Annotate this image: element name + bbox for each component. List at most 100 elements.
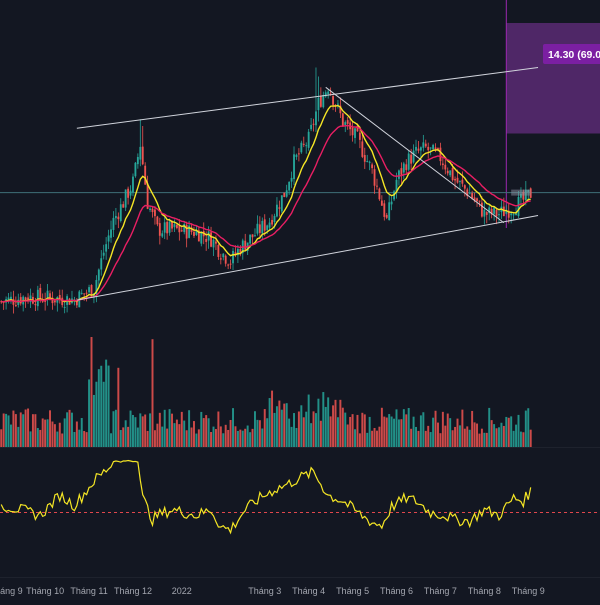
candle-body	[63, 306, 66, 308]
volume-bar	[273, 412, 276, 447]
volume-bar	[112, 411, 115, 447]
candle-body	[480, 202, 483, 217]
candle-body	[463, 185, 466, 189]
volume-bar	[71, 412, 73, 447]
candle-body	[273, 215, 276, 223]
volume-bar	[371, 430, 374, 447]
candle-body	[261, 220, 264, 234]
candle-body	[163, 222, 166, 233]
volume-bar	[17, 426, 20, 447]
candle-body	[424, 143, 427, 147]
candle-body	[107, 235, 110, 242]
candle-body	[390, 201, 393, 205]
volume-bar	[427, 425, 430, 447]
volume-bar	[34, 414, 37, 447]
volume-bar	[156, 423, 159, 447]
volume-bar	[246, 425, 249, 447]
volume-bar	[349, 416, 352, 447]
volume-bar	[300, 405, 303, 447]
candle-body	[224, 255, 227, 264]
candle-body	[283, 192, 286, 198]
volume-bar	[500, 422, 503, 447]
volume-bar	[0, 429, 3, 447]
candle-body	[422, 142, 425, 148]
candle-body	[520, 193, 522, 198]
volume-bar	[90, 337, 93, 447]
volume-bar	[195, 433, 198, 447]
volume-bar	[322, 392, 325, 447]
volume-bar	[285, 403, 288, 447]
volume-bar	[388, 414, 391, 447]
range-badge: 14.30 (69.07%)	[543, 44, 600, 64]
candle-body	[454, 178, 456, 181]
candle-body	[278, 207, 281, 209]
x-axis-tick-label: Tháng 7	[424, 586, 457, 596]
volume-bar	[456, 418, 459, 447]
volume-bar	[5, 413, 8, 447]
volume-bar	[307, 394, 310, 447]
volume-bar	[278, 400, 281, 447]
volume-bar	[437, 422, 439, 447]
candle-body	[476, 198, 478, 202]
candle-body	[156, 216, 159, 225]
volume-bar	[488, 407, 491, 447]
volume-bar	[471, 410, 474, 447]
candle-body	[466, 189, 469, 196]
candle-body	[127, 188, 130, 198]
volume-bar	[356, 414, 359, 447]
volume-bar	[473, 422, 476, 447]
volume-bar	[132, 414, 134, 447]
volume-bar	[197, 429, 200, 447]
volume-bar	[14, 414, 17, 447]
volume-bar	[402, 409, 405, 447]
candle-body	[280, 195, 283, 212]
volume-bar	[288, 418, 291, 447]
candle-body	[339, 105, 342, 114]
volume-bar	[95, 381, 98, 447]
candle-body	[432, 144, 435, 150]
candle-body	[14, 305, 17, 307]
volume-bar	[361, 412, 364, 447]
candle-body	[229, 263, 232, 265]
volume-bar	[468, 429, 471, 447]
candle-body	[136, 157, 139, 165]
candle-body	[207, 231, 210, 241]
candle-body	[354, 128, 356, 138]
volume-bar	[227, 429, 230, 447]
candle-body	[317, 97, 320, 111]
candle-body	[276, 204, 278, 217]
volume-bar	[29, 431, 32, 447]
volume-bar	[390, 416, 393, 447]
candle-body	[41, 300, 44, 302]
volume-bar	[515, 424, 518, 447]
volume-bar	[527, 408, 530, 447]
price-zone-marker	[511, 189, 531, 196]
candle-body	[249, 234, 252, 244]
candle-body	[185, 224, 188, 239]
candle-body	[258, 224, 261, 233]
candle-body	[151, 208, 154, 213]
volume-bar	[163, 409, 166, 447]
candle-body	[315, 111, 317, 126]
candle-body	[346, 120, 349, 124]
volume-bar	[344, 412, 347, 447]
channel-lower-line	[76, 215, 539, 301]
candle-body	[80, 292, 83, 294]
volume-bar	[495, 428, 498, 447]
candle-body	[36, 289, 39, 307]
volume-bar	[139, 413, 142, 447]
channel-upper-line	[76, 67, 539, 129]
volume-bar	[417, 430, 420, 447]
volume-bar	[234, 426, 237, 447]
candle-body	[227, 264, 230, 266]
volume-bar	[275, 406, 278, 447]
volume-bar	[373, 427, 376, 447]
candle-body	[419, 147, 422, 151]
volume-bar	[56, 431, 59, 447]
candle-body	[144, 165, 147, 185]
volume-bar	[519, 431, 522, 447]
candle-body	[361, 141, 364, 157]
volume-bar	[61, 433, 64, 447]
